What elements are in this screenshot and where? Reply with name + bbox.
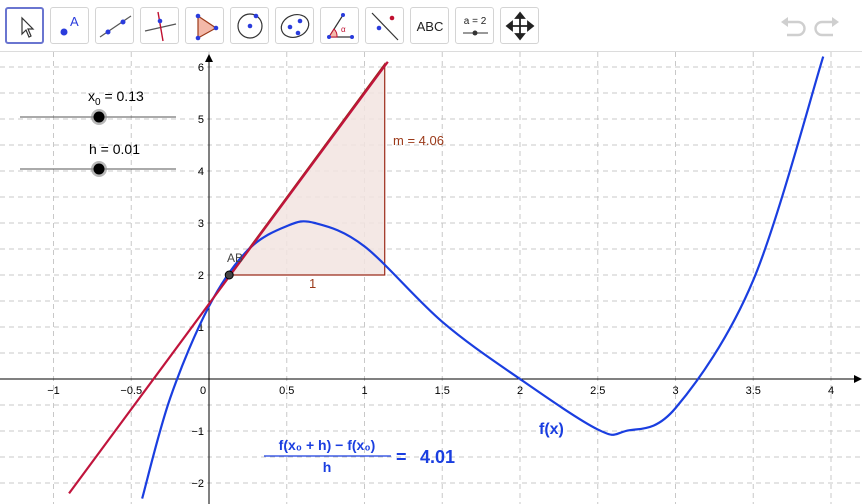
reflect-about-line-icon (371, 12, 399, 41)
circle-icon (237, 13, 263, 39)
y-tick-label: −2 (191, 478, 204, 490)
slider-x0[interactable] (20, 109, 176, 125)
y-tick-label: 6 (198, 62, 204, 74)
text-tool-label: ABC (417, 19, 444, 34)
svg-text:A: A (70, 14, 79, 29)
cursor-arrow-icon (21, 16, 35, 38)
redo-icon[interactable] (814, 14, 842, 40)
y-tick-label: 4 (198, 166, 204, 178)
x-axis-arrow (854, 375, 862, 383)
slider-h-knob[interactable] (93, 163, 105, 175)
slider-x0-label-main: x (88, 88, 95, 104)
axes (0, 54, 862, 504)
slider-x0-label-value: = 0.13 (100, 88, 144, 104)
point-icon: A (60, 14, 79, 36)
line-tool-button[interactable] (95, 7, 134, 44)
ellipse-icon (280, 14, 310, 38)
undo-icon[interactable] (778, 14, 806, 40)
x-tick-label: 3 (672, 385, 678, 397)
difference-quotient-value: 4.01 (420, 447, 455, 467)
text-icon: ABC (417, 19, 444, 34)
slider-h-label: h = 0.01 (89, 141, 140, 157)
slider-tool-label: a = 2 (464, 16, 487, 27)
x-tick-label: 2.5 (590, 385, 605, 397)
circle-tool-button[interactable] (230, 7, 269, 44)
angle-tool-button[interactable]: α (320, 7, 359, 44)
point-ab-label: AB (227, 251, 243, 265)
x-tick-label: −0.5 (120, 385, 142, 397)
slider-x0-knob[interactable] (93, 111, 105, 123)
x-tick-label: 3.5 (746, 385, 761, 397)
difference-quotient-numerator: f(x₀ + h) − f(x₀) (279, 437, 376, 453)
toolbar: A (0, 0, 862, 52)
x-tick-label: 2 (517, 385, 523, 397)
move-graphics-view-tool-button[interactable] (500, 7, 539, 44)
y-tick-label: 5 (198, 114, 204, 126)
function-label: f(x) (539, 421, 564, 438)
move-tool-button[interactable] (5, 7, 44, 44)
difference-quotient-equals: = (396, 447, 407, 467)
point-tool-button[interactable]: A (50, 7, 89, 44)
x-tick-label: 1 (361, 385, 367, 397)
difference-quotient-denominator: h (323, 459, 332, 475)
perpendicular-line-tool-button[interactable] (140, 7, 179, 44)
move-arrows-icon (505, 11, 535, 41)
slope-label: m = 4.06 (393, 133, 444, 148)
perpendicular-line-icon (144, 11, 177, 42)
function-curve-f[interactable] (141, 56, 825, 499)
slider-h-label-main: h = 0.01 (89, 141, 140, 157)
slider-x0-label-sub: 0 (95, 96, 101, 108)
run-label: 1 (309, 276, 316, 291)
polygon-icon (195, 13, 219, 41)
slider-h[interactable] (20, 161, 176, 177)
x-tick-labels: −1 −0.5 0 0.5 1 1.5 2 2.5 3 3.5 4 (47, 385, 834, 397)
slider-tool-button[interactable]: a = 2 (455, 7, 494, 44)
difference-quotient: f(x₀ + h) − f(x₀) h = 4.01 (264, 437, 455, 475)
polygon-tool-button[interactable] (185, 7, 224, 44)
point-ab[interactable] (224, 270, 234, 280)
x-tick-label: 4 (828, 385, 834, 397)
y-tick-label: 2 (198, 270, 204, 282)
slider-icon: a = 2 (463, 16, 488, 36)
angle-icon: α (327, 13, 354, 39)
x-tick-label: 0 (200, 385, 206, 397)
reflect-tool-button[interactable] (365, 7, 404, 44)
y-tick-label: 1 (198, 322, 204, 334)
ellipse-tool-button[interactable] (275, 7, 314, 44)
y-axis-arrow (205, 54, 213, 62)
slider-x0-label: x0 = 0.13 (88, 88, 144, 108)
y-tick-labels: −2 −1 1 2 3 4 5 6 (191, 62, 204, 490)
line-icon (99, 15, 132, 38)
y-tick-label: −1 (191, 426, 204, 438)
graphics-view[interactable]: −1 −0.5 0 0.5 1 1.5 2 2.5 3 3.5 4 −2 −1 1 2 3 4 5 6 AB m … (0, 52, 862, 504)
x-tick-label: 1.5 (435, 385, 450, 397)
grid (0, 52, 862, 504)
x-tick-label: 0.5 (279, 385, 294, 397)
text-tool-button[interactable]: ABC (410, 7, 449, 44)
x-tick-label: −1 (47, 385, 60, 397)
svg-text:α: α (341, 25, 346, 34)
y-tick-label: 3 (198, 218, 204, 230)
